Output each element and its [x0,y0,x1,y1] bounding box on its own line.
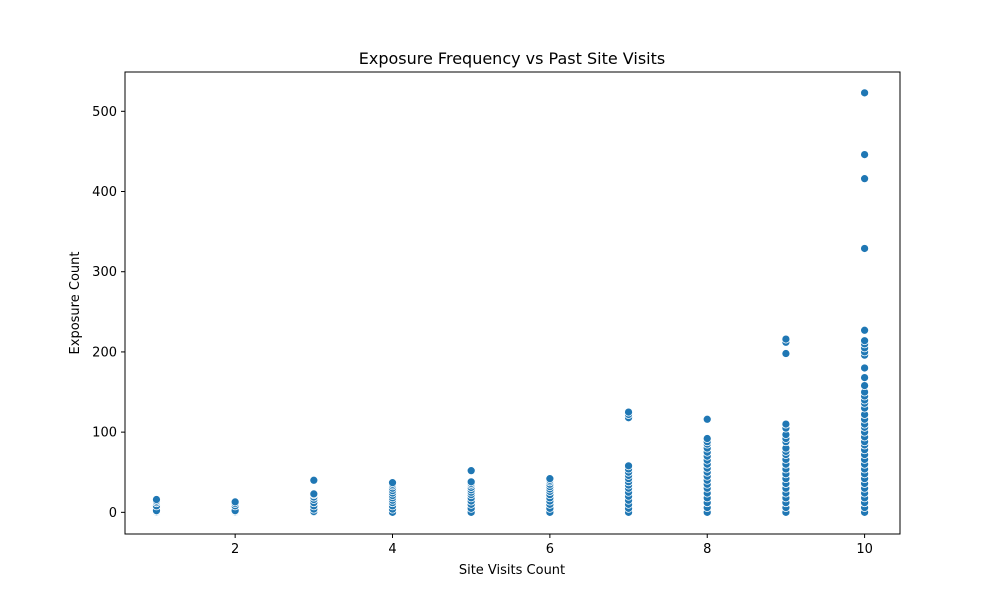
data-point [860,373,869,382]
y-axis-label: Exposure Count [68,252,83,355]
y-tick-label: 500 [92,105,117,120]
y-tick-label: 0 [109,506,117,521]
data-point [624,461,633,471]
data-point [860,336,869,346]
y-axis: 0 100 200 300 400 500 [92,105,125,521]
data-point [860,174,869,184]
plot-frame [124,71,901,535]
data-point [860,381,869,390]
data-point [230,497,240,507]
data-point [781,334,791,344]
x-axis: 2 4 6 8 10 [231,534,873,557]
data-point [309,489,319,499]
data-point [152,495,161,504]
y-tick-label: 200 [92,345,117,360]
data-point [545,474,555,484]
data-point [624,407,633,417]
data-point [309,475,319,485]
data-point [388,478,397,488]
data-point [466,466,476,476]
x-axis-label: Site Visits Count [459,563,565,578]
x-tick-label: 6 [546,542,554,557]
y-tick-label: 100 [92,426,117,441]
data-point [860,244,869,253]
data-point [702,414,712,424]
data-point [860,325,869,335]
x-tick-label: 2 [231,542,239,557]
data-point [781,419,791,429]
points-layer [152,88,869,517]
chart-title: Exposure Frequency vs Past Site Visits [359,49,665,68]
y-tick-label: 400 [92,185,117,200]
x-tick-label: 8 [703,542,711,557]
data-point [466,477,476,487]
data-point [702,434,712,443]
data-point [860,150,869,159]
y-tick-label: 300 [92,265,117,280]
data-point [781,349,791,358]
data-point [860,88,869,98]
x-tick-label: 10 [856,542,873,557]
data-point [860,363,869,373]
x-tick-label: 4 [388,542,396,557]
